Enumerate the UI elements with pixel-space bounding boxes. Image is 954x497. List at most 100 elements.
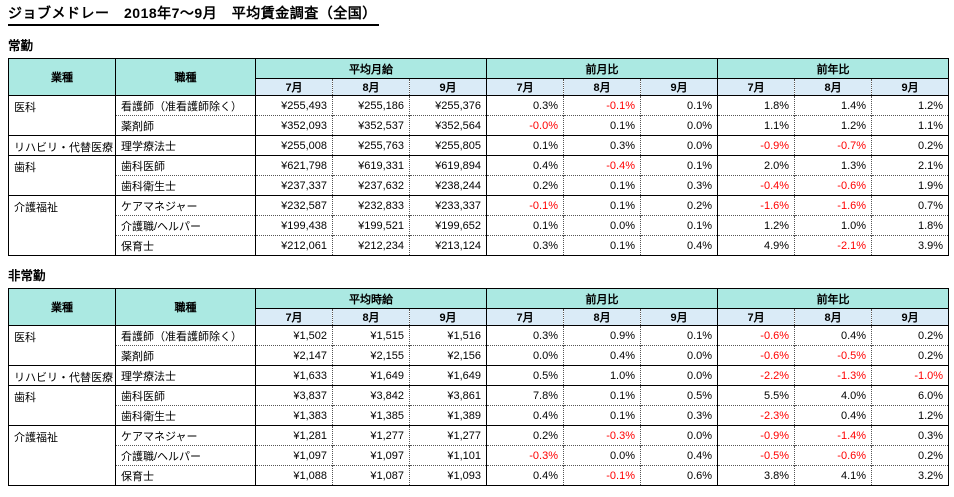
occupation-cell: 歯科衛生士 [115,175,256,196]
wage-cell: ¥237,337 [255,175,333,196]
yoy-cell: -0.7% [794,135,872,156]
fulltime-wage-table: 業種 職種 平均月給 前月比 前年比 7月 8月 9月 7月 8月 9月 7月 … [8,58,950,256]
wage-cell: ¥213,124 [408,235,487,256]
yoy-cell: -1.4% [794,425,872,446]
table-row: 医科 看護師（准看護師除く） ¥1,502 ¥1,515 ¥1,516 0.3% 0.9% 0… [8,325,949,366]
mom-cell: 0.2% [486,425,564,446]
yoy-cell: -0.5% [717,445,795,466]
mom-cell: 0.1% [563,115,641,136]
mom-cell: 0.4% [640,235,718,256]
header-month: 9月 [871,308,949,326]
wage-cell: ¥1,277 [408,425,487,446]
wage-cell: ¥3,842 [332,385,410,406]
table-row: リハビリ・代替医療 理学療法士 ¥1,633 ¥1,649 ¥1,649 0.5% 1.0%… [8,365,949,386]
yoy-cell: -2.1% [794,235,872,256]
industry-cell: リハビリ・代替医療 [8,135,116,156]
occupation-cell: 看護師（准看護師除く） [115,95,256,116]
wage-cell: ¥1,087 [332,465,410,486]
occupation-cell: 理学療法士 [115,365,256,386]
table-row: 歯科衛生士 ¥1,383 ¥1,385 ¥1,389 0.4% 0.1% 0.3% -2.3%… [9,405,949,426]
table-row: 薬剤師 ¥2,147 ¥2,155 ¥2,156 0.0% 0.4% 0.0% -0.6% -0… [9,345,949,366]
mom-cell: 0.6% [640,465,718,486]
mom-cell: 0.1% [563,405,641,426]
mom-cell: 0.0% [563,215,641,236]
yoy-cell: -0.9% [717,135,795,156]
mom-cell: 0.3% [486,235,564,256]
mom-cell: -0.0% [486,115,564,136]
yoy-cell: 4.9% [717,235,795,256]
yoy-cell: 0.4% [794,405,872,426]
occupation-cell: 介護職/ヘルパー [115,445,256,466]
wage-cell: ¥352,537 [332,115,410,136]
mom-cell: 0.4% [640,445,718,466]
yoy-cell: -0.4% [717,175,795,196]
yoy-cell: -1.6% [717,195,795,216]
wage-cell: ¥212,061 [255,235,333,256]
yoy-cell: 1.2% [871,405,949,426]
wage-cell: ¥255,376 [408,95,487,116]
fulltime-section: 常勤 業種 職種 平均月給 前月比 前年比 7月 8月 9月 [8,35,950,256]
occupation-cell: 保育士 [115,235,256,256]
header-mom-group: 前月比 [486,288,719,309]
header-month: 8月 [332,308,410,326]
wage-cell: ¥1,502 [255,325,333,346]
header-month: 7月 [255,308,333,326]
yoy-cell: -0.6% [717,345,795,366]
header-industry: 業種 [8,58,116,96]
yoy-cell: 0.3% [871,425,949,446]
mom-cell: 0.4% [486,405,564,426]
occupation-cell: 歯科衛生士 [115,405,256,426]
header-month: 8月 [563,78,641,96]
mom-cell: -0.4% [563,155,641,176]
wage-cell: ¥1,093 [408,465,487,486]
occupation-cell: 歯科医師 [115,385,256,406]
occupation-cell: ケアマネジャー [115,425,256,446]
wage-cell: ¥621,798 [255,155,333,176]
wage-cell: ¥1,649 [408,365,487,386]
mom-cell: 0.1% [640,155,718,176]
yoy-cell: 0.2% [871,345,949,366]
mom-cell: 0.1% [563,195,641,216]
wage-cell: ¥199,652 [408,215,487,236]
yoy-cell: -2.2% [717,365,795,386]
report-title: ジョブメドレー 2018年7～9月 平均賃金調査（全国） [8,3,379,26]
wage-cell: ¥1,649 [332,365,410,386]
wage-cell: ¥1,389 [408,405,487,426]
wage-cell: ¥233,337 [408,195,487,216]
header-month: 9月 [408,308,487,326]
table-row: 薬剤師 ¥352,093 ¥352,537 ¥352,564 -0.0% 0.1% 0.0%… [9,115,949,136]
wage-cell: ¥619,894 [408,155,487,176]
header-month: 9月 [871,78,949,96]
mom-cell: 0.3% [640,175,718,196]
header-month: 8月 [563,308,641,326]
yoy-cell: 1.8% [717,95,795,116]
table-row: 歯科衛生士 ¥237,337 ¥237,632 ¥238,244 0.2% 0.1% 0.3… [9,175,949,196]
header-yoy-group: 前年比 [717,58,950,79]
yoy-cell: -1.6% [794,195,872,216]
yoy-cell: 0.7% [871,195,949,216]
yoy-cell: 2.0% [717,155,795,176]
occupation-cell: 保育士 [115,465,256,486]
occupation-cell: 看護師（准看護師除く） [115,325,256,346]
wage-cell: ¥212,234 [332,235,410,256]
mom-cell: 0.0% [640,365,718,386]
mom-cell: -0.1% [486,195,564,216]
wage-cell: ¥255,186 [332,95,410,116]
occupation-cell: 薬剤師 [115,115,256,136]
mom-cell: 0.3% [563,135,641,156]
wage-cell: ¥1,277 [332,425,410,446]
wage-cell: ¥3,861 [408,385,487,406]
section-label-parttime: 非常勤 [8,269,46,283]
wage-cell: ¥1,385 [332,405,410,426]
mom-cell: 7.8% [486,385,564,406]
wage-cell: ¥1,088 [255,465,333,486]
parttime-wage-table: 業種 職種 平均時給 前月比 前年比 7月 8月 9月 7月 8月 9月 7月 … [8,288,950,486]
mom-cell: 0.1% [486,135,564,156]
mom-cell: 0.5% [486,365,564,386]
yoy-cell: 1.8% [871,215,949,236]
mom-cell: 0.3% [486,95,564,116]
yoy-cell: 1.0% [794,215,872,236]
table-row: 歯科 歯科医師 ¥3,837 ¥3,842 ¥3,861 7.8% 0.1% 0.5% 5.5%… [8,385,949,426]
header-month: 7月 [486,308,564,326]
table-row: 介護職/ヘルパー ¥1,097 ¥1,097 ¥1,101 -0.3% 0.0% 0.4% -… [9,445,949,466]
